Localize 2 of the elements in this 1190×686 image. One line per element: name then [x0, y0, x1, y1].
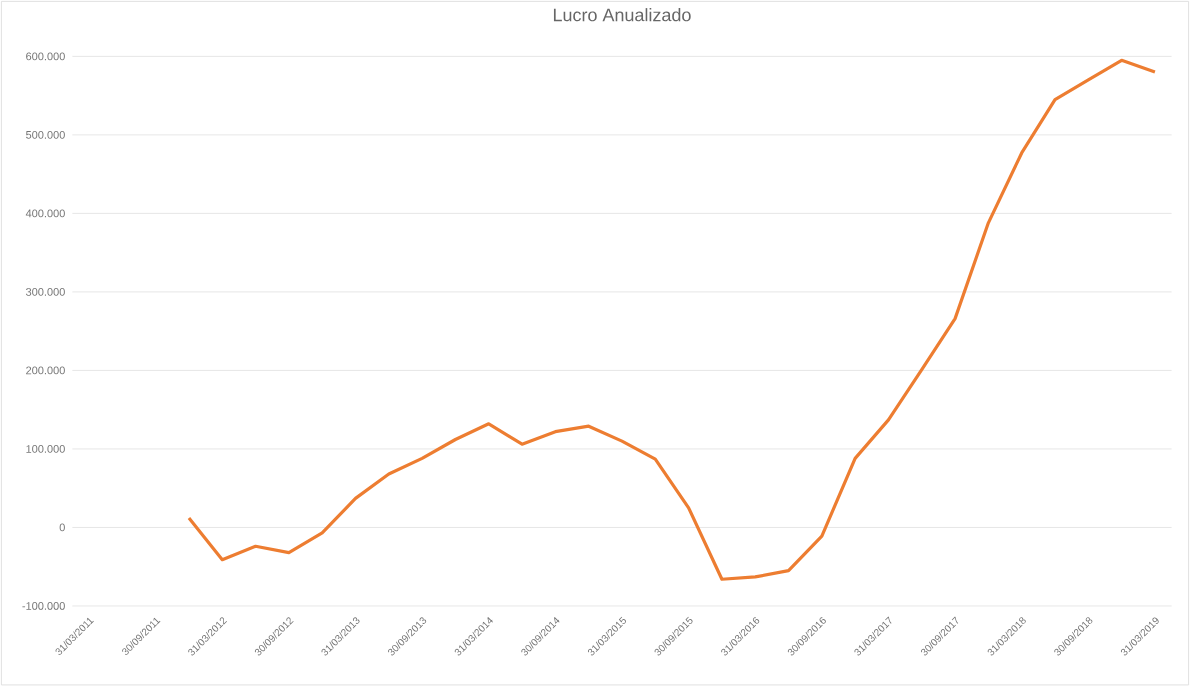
line-series [187, 58, 1157, 581]
chart-title: Lucro Anualizado [553, 7, 691, 22]
